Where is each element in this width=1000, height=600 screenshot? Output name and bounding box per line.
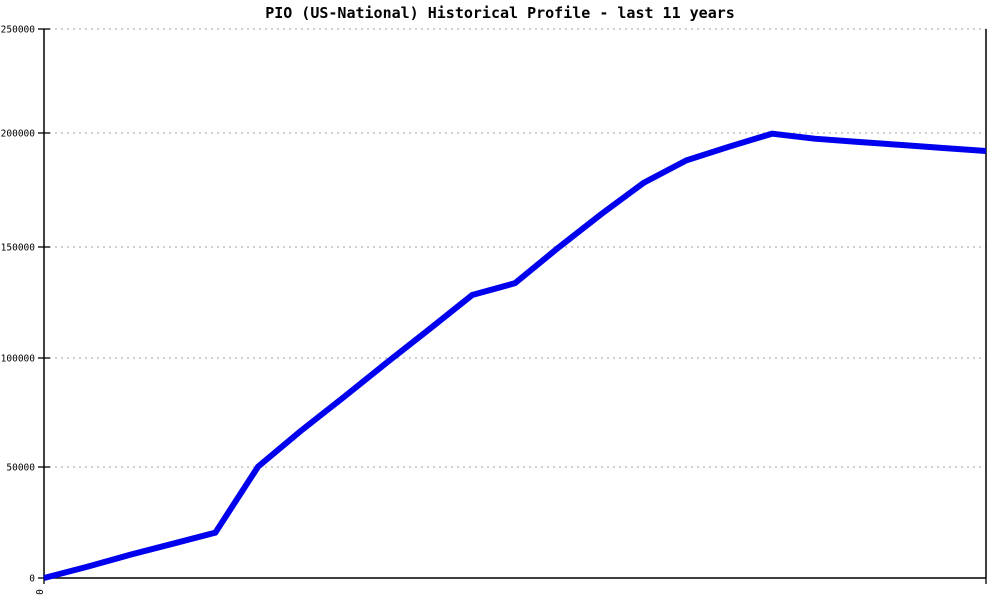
x-tick-label: 0 (35, 589, 46, 595)
chart-title: PIO (US-National) Historical Profile - l… (265, 4, 735, 22)
y-tick-label: 100000 (1, 354, 36, 365)
data-series-line (43, 130, 987, 581)
y-tick-label: 50000 (6, 463, 35, 474)
y-tick-label: 200000 (1, 129, 36, 140)
y-tick-label: 0 (29, 574, 35, 585)
y-tick-label: 250000 (1, 25, 36, 36)
y-tick-label: 150000 (1, 243, 36, 254)
